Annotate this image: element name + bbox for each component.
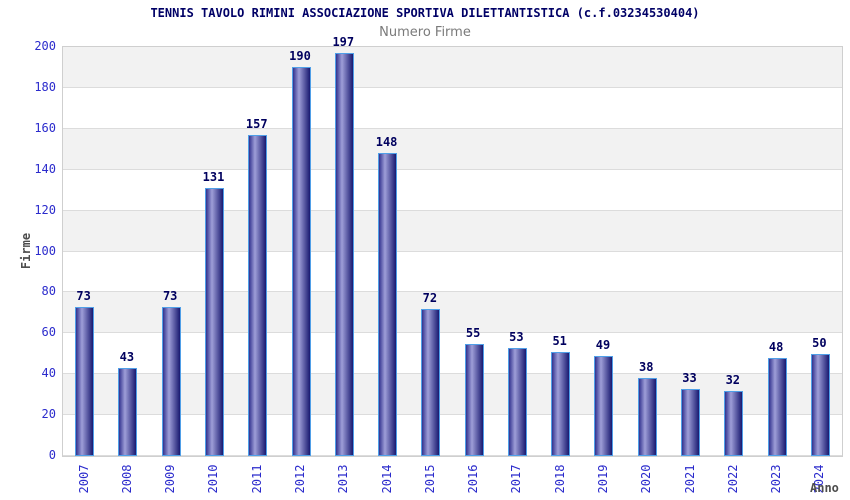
grid-band [63, 292, 842, 333]
grid-band [63, 252, 842, 292]
y-tick-label: 140 [34, 161, 56, 176]
y-tick-label: 60 [41, 325, 56, 340]
bar [75, 307, 95, 456]
bar [594, 356, 614, 456]
bar [551, 352, 571, 456]
bar-value-label: 50 [812, 335, 827, 350]
y-tick-label: 120 [34, 202, 56, 217]
x-tick-label: 2015 [422, 464, 437, 494]
y-tick-label: 20 [41, 407, 56, 422]
bar-value-label: 131 [202, 170, 225, 185]
bar [334, 53, 354, 456]
bar-value-label: 38 [639, 360, 654, 375]
chart-title: TENNIS TAVOLO RIMINI ASSOCIAZIONE SPORTI… [150, 6, 700, 20]
grid-band [63, 170, 842, 211]
x-tick-label: 2009 [163, 464, 178, 494]
y-tick-label: 200 [34, 39, 56, 53]
x-tick-label: 2020 [639, 464, 654, 494]
x-tick-label: 2010 [206, 464, 221, 494]
bar-value-label: 32 [725, 372, 741, 387]
y-tick-label: 160 [34, 120, 56, 135]
x-tick-label: 2023 [769, 464, 784, 494]
bar-value-label: 53 [509, 329, 524, 344]
bar-value-label: 73 [162, 288, 178, 303]
bar-value-label: 148 [375, 135, 398, 150]
grid-band [63, 333, 842, 374]
bar-value-label: 73 [76, 288, 91, 303]
bar-value-label: 43 [119, 350, 135, 365]
plot-area [62, 46, 843, 457]
grid-band [63, 374, 842, 415]
x-axis-title: Anno [810, 481, 839, 495]
y-tick-label: 100 [34, 243, 56, 258]
x-tick-label: 2022 [725, 464, 740, 494]
y-tick-label: 180 [34, 79, 56, 94]
x-tick-label: 2007 [76, 464, 91, 494]
bar-value-label: 72 [422, 290, 438, 305]
grid-band [63, 415, 842, 456]
bar [724, 391, 744, 456]
bar [681, 389, 701, 456]
bar-value-label: 190 [289, 49, 311, 64]
x-tick-label: 2021 [682, 464, 697, 494]
bar [767, 358, 787, 456]
y-tick-label: 0 [48, 448, 56, 462]
x-tick-label: 2018 [552, 464, 567, 494]
bar [291, 67, 311, 456]
bar [637, 378, 657, 456]
grid-band [63, 211, 842, 252]
bar-value-label: 48 [768, 339, 784, 354]
x-tick-label: 2008 [119, 464, 134, 494]
bar [464, 344, 484, 456]
bar-value-label: 157 [245, 116, 268, 131]
bar [507, 348, 527, 456]
bar [248, 135, 268, 456]
grid-band [63, 88, 842, 129]
bar-value-label: 49 [595, 337, 611, 352]
grid-band [63, 129, 842, 170]
x-tick-label: 2011 [249, 464, 264, 494]
x-tick-label: 2014 [379, 464, 394, 494]
chart-subtitle: Numero Firme [379, 25, 471, 40]
bar [161, 307, 181, 456]
x-tick-label: 2019 [595, 464, 610, 494]
bar [378, 153, 398, 456]
bar-value-label: 33 [682, 370, 697, 385]
x-tick-label: 2017 [509, 464, 524, 494]
y-tick-label: 80 [41, 284, 56, 299]
bar [204, 188, 224, 456]
x-tick-label: 2016 [466, 464, 481, 494]
bar-value-label: 197 [332, 35, 355, 50]
grid-band [63, 47, 842, 88]
x-tick-label: 2012 [293, 464, 308, 494]
bar [810, 354, 830, 456]
x-tick-label: 2013 [336, 464, 351, 494]
bar-value-label: 51 [552, 333, 567, 348]
bar [118, 368, 138, 456]
y-tick-label: 40 [41, 366, 56, 381]
bar [421, 309, 441, 456]
bar-value-label: 55 [465, 325, 481, 340]
